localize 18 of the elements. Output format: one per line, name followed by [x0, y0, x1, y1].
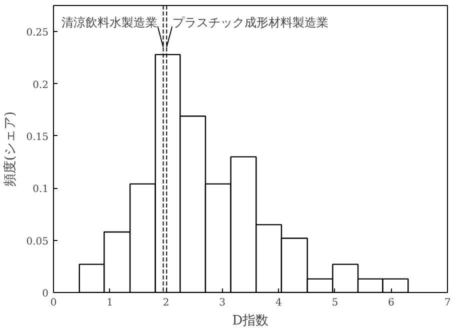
x-axis-title: D指数	[232, 314, 269, 328]
x-tick-label: 0	[50, 298, 57, 308]
y-tick-label: 0.2	[32, 80, 49, 91]
x-tick-label: 5	[332, 298, 338, 308]
x-tick-label: 3	[219, 298, 226, 308]
y-axis-title: 頻度(シェア)	[2, 111, 18, 187]
x-tick-label: 4	[275, 298, 282, 308]
x-tick-label: 6	[388, 298, 394, 308]
y-tick-label: 0.05	[26, 236, 48, 248]
x-tick-label: 2	[162, 298, 170, 308]
y-tick-label: 0	[42, 288, 49, 300]
y-tick-label: 0.25	[26, 28, 48, 39]
y-tick-label: 0.15	[26, 132, 48, 143]
y-tick-label: 0.1	[32, 184, 49, 196]
x-tick-label: 7	[444, 298, 451, 308]
x-tick-label: 1	[106, 298, 113, 308]
ref-line-label: 清涼飲料水製造業	[62, 16, 158, 30]
ref-line-label: プラスチック成形材料製造業	[172, 16, 328, 30]
